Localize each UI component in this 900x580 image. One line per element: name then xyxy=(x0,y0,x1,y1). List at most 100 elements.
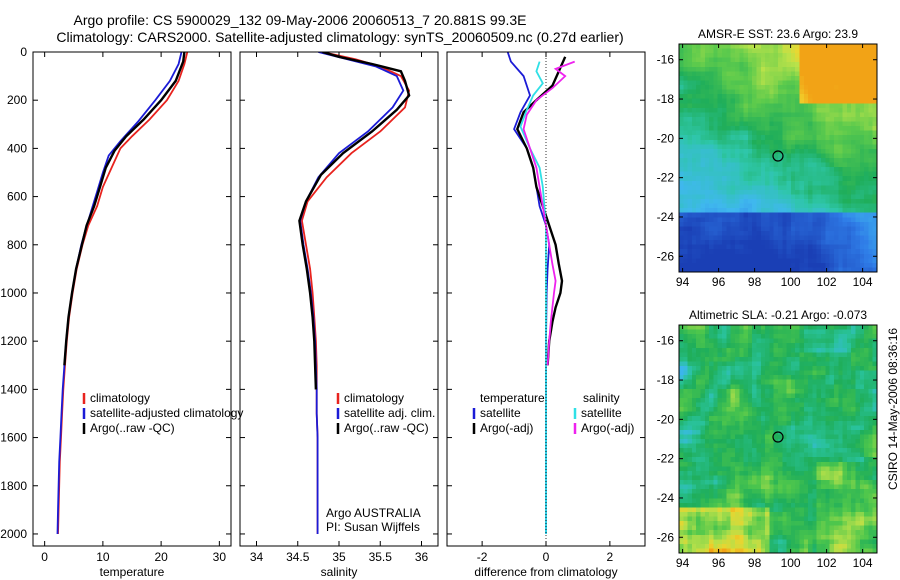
heatmap-cell xyxy=(760,144,766,150)
heatmap-cell xyxy=(782,420,788,426)
heatmap-cell xyxy=(722,53,727,59)
heatmap-cell xyxy=(765,343,770,349)
heatmap-cell xyxy=(773,89,779,95)
heatmap-cell xyxy=(795,75,801,82)
heatmap-cell xyxy=(838,249,844,255)
heatmap-cell xyxy=(756,258,762,264)
heatmap-cell xyxy=(722,258,727,264)
heatmap-cell xyxy=(833,80,839,86)
heatmap-cell xyxy=(846,176,852,182)
heatmap-cell xyxy=(700,548,706,554)
heatmap-cell xyxy=(833,130,839,136)
heatmap-cell xyxy=(782,230,788,237)
heatmap-cell xyxy=(717,480,723,486)
heatmap-cell xyxy=(855,493,861,499)
heatmap-cell xyxy=(846,425,852,431)
heatmap-cell xyxy=(722,62,727,68)
heatmap-cell xyxy=(704,130,710,136)
heatmap-cell xyxy=(696,375,702,381)
heatmap-cell xyxy=(825,62,831,68)
heatmap-cell xyxy=(730,425,736,431)
heatmap-cell xyxy=(726,135,732,141)
heatmap-cell xyxy=(795,489,801,495)
heatmap-cell xyxy=(821,253,826,259)
heatmap-cell xyxy=(842,361,848,367)
heatmap-cell xyxy=(691,89,697,95)
heatmap-cell xyxy=(795,62,801,68)
heatmap-cell xyxy=(855,489,861,495)
heatmap-cell xyxy=(872,112,878,118)
heatmap-cell xyxy=(769,48,775,54)
heatmap-cell xyxy=(799,71,805,77)
heatmap-cell xyxy=(687,543,693,550)
heatmap-cell xyxy=(842,185,848,191)
heatmap-cell xyxy=(717,448,723,454)
heatmap-cell xyxy=(709,153,715,159)
heatmap-cell xyxy=(786,525,792,531)
heatmap-cell xyxy=(696,525,702,531)
heatmap-cell xyxy=(825,420,831,426)
heatmap-cell xyxy=(734,98,740,104)
heatmap-cell xyxy=(734,329,740,335)
heatmap-cell xyxy=(730,448,736,454)
heatmap-cell xyxy=(696,194,702,200)
heatmap-cell xyxy=(760,384,766,390)
heatmap-cell xyxy=(790,171,796,177)
heatmap-cell xyxy=(717,116,723,123)
heatmap-cell xyxy=(795,434,801,440)
heatmap-cell xyxy=(743,230,749,237)
heatmap-cell xyxy=(773,75,779,82)
heatmap-cell xyxy=(739,507,745,513)
heatmap-cell xyxy=(709,420,715,426)
heatmap-cell xyxy=(730,443,736,449)
heatmap-cell xyxy=(743,85,749,91)
heatmap-cell xyxy=(846,493,852,499)
heatmap-cell xyxy=(799,534,805,540)
heatmap-cell xyxy=(683,262,689,269)
heatmap-cell xyxy=(683,53,689,59)
heatmap-cell xyxy=(739,180,745,186)
heatmap-cell xyxy=(846,429,852,436)
heatmap-cell xyxy=(691,393,697,399)
heatmap-cell xyxy=(769,548,775,554)
heatmap-cell xyxy=(803,167,809,173)
heatmap-cell xyxy=(825,470,831,477)
heatmap-cell xyxy=(812,448,818,454)
heatmap-cell xyxy=(739,212,745,218)
heatmap-cell xyxy=(734,130,740,136)
heatmap-cell xyxy=(709,162,715,168)
heatmap-cell xyxy=(765,162,770,168)
heatmap-cell xyxy=(691,425,697,431)
heatmap-cell xyxy=(752,176,758,182)
heatmap-cell xyxy=(756,194,762,200)
heatmap-cell xyxy=(838,57,844,63)
heatmap-cell xyxy=(825,507,831,513)
heatmap-cell xyxy=(700,384,706,390)
heatmap-cell xyxy=(717,89,723,95)
heatmap-cell xyxy=(859,489,865,495)
heatmap-cell xyxy=(752,130,758,136)
heatmap-cell xyxy=(812,521,818,527)
heatmap-cell xyxy=(700,185,706,191)
heatmap-cell xyxy=(713,502,719,508)
heatmap-cell xyxy=(786,489,792,495)
heatmap-cell xyxy=(704,489,710,495)
heatmap-cell xyxy=(691,148,697,155)
heatmap-cell xyxy=(730,516,736,522)
heatmap-cell xyxy=(717,98,723,104)
heatmap-cell xyxy=(726,185,732,191)
heatmap-cell xyxy=(696,71,702,77)
heatmap-cell xyxy=(851,194,857,200)
heatmap-cell xyxy=(700,262,706,269)
heatmap-cell xyxy=(726,443,732,449)
heatmap-cell xyxy=(730,343,736,349)
heatmap-cell xyxy=(756,130,762,136)
heatmap-cell xyxy=(803,411,809,417)
heatmap-cell xyxy=(825,375,831,381)
heatmap-cell xyxy=(726,249,732,255)
heatmap-cell xyxy=(765,235,770,241)
heatmap-cell xyxy=(799,347,805,353)
heatmap-cell xyxy=(829,75,835,82)
heatmap-cell xyxy=(713,475,719,481)
heatmap-cell xyxy=(799,112,805,118)
